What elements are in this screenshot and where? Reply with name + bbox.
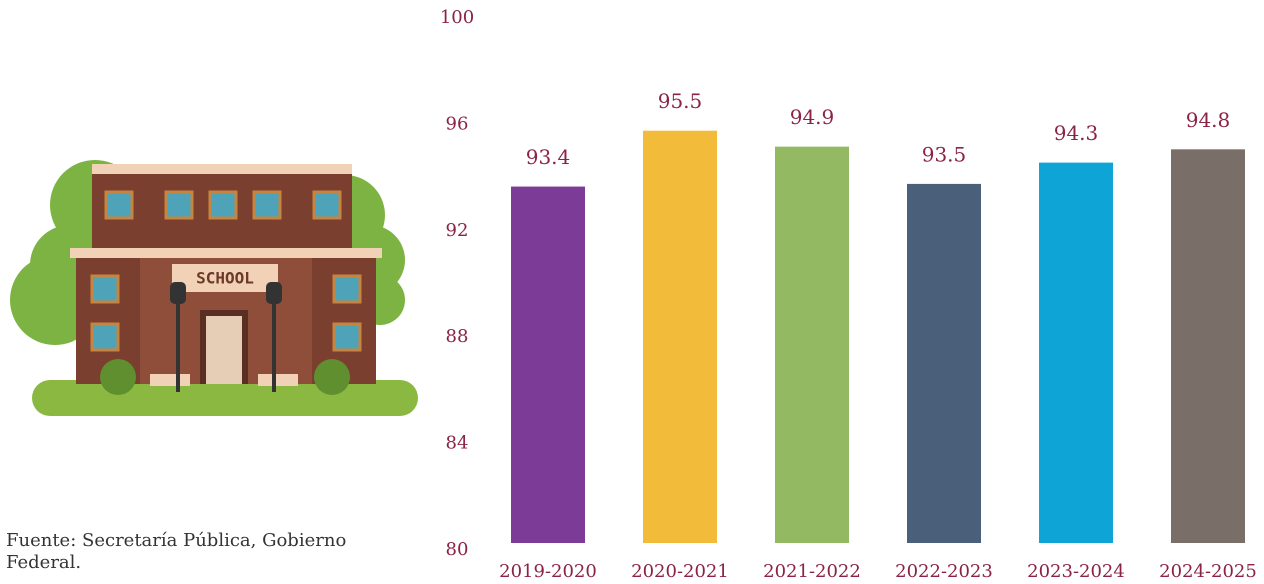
school-illustration: SCHOOL <box>10 160 418 416</box>
svg-text:SCHOOL: SCHOOL <box>196 269 254 288</box>
bar <box>1039 162 1113 543</box>
bar <box>775 146 849 543</box>
value-label: 93.5 <box>922 142 967 166</box>
value-label: 93.4 <box>526 145 571 169</box>
x-tick-label: 2021-2022 <box>763 561 861 582</box>
bar <box>511 186 585 543</box>
y-tick-label: 96 <box>446 113 469 134</box>
y-tick-label: 92 <box>446 220 469 241</box>
value-label: 95.5 <box>658 89 703 113</box>
y-tick-label: 88 <box>446 326 469 347</box>
bar <box>907 183 981 543</box>
x-tick-label: 2022-2023 <box>895 561 993 582</box>
bar <box>643 130 717 543</box>
x-tick-label: 2020-2021 <box>631 561 729 582</box>
x-tick-label: 2024-2025 <box>1159 561 1257 582</box>
source-note: Fuente: Secretaría Pública, Gobierno Fed… <box>6 530 347 573</box>
value-label: 94.9 <box>790 105 835 129</box>
value-label: 94.3 <box>1054 121 1099 145</box>
x-tick-label: 2019-2020 <box>499 561 597 582</box>
y-tick-label: 80 <box>446 539 469 560</box>
bar <box>1171 149 1245 543</box>
x-tick-label: 2023-2024 <box>1027 561 1125 582</box>
y-tick-label: 84 <box>446 433 469 454</box>
value-label: 94.8 <box>1186 108 1231 132</box>
y-tick-label: 100 <box>440 7 474 28</box>
